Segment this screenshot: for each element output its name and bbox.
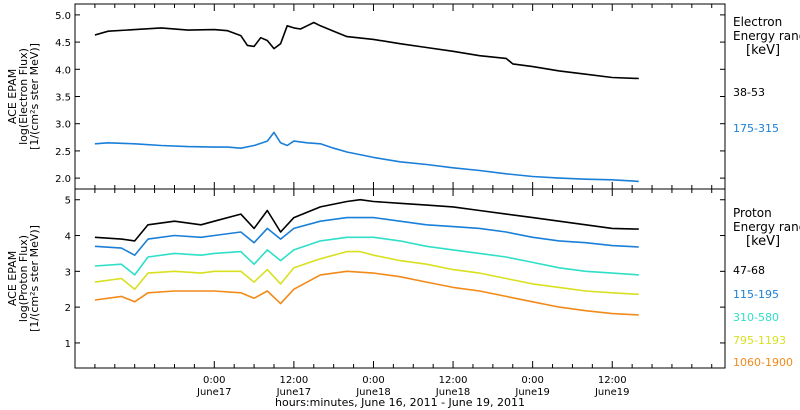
proton-ytick-label: 4 bbox=[65, 232, 71, 243]
electron-ytick-label: 4.5 bbox=[55, 38, 71, 49]
proton-series-310-580 bbox=[94, 236, 639, 276]
proton-legend-entries: 47-68 115-195 310-580 795-1193 1060-1900 bbox=[733, 264, 793, 369]
proton-legend-subtitle: Energy ranges bbox=[733, 220, 800, 234]
proton-series-47-68 bbox=[94, 198, 639, 242]
x-axis-tick-labels: 0:00June1712:00June170:00June1812:00June… bbox=[196, 375, 629, 398]
electron-series-lines bbox=[94, 21, 639, 183]
proton-legend-entry-115-195: 115-195 bbox=[733, 288, 779, 301]
electron-ylabel-line1: ACE EPAM bbox=[6, 69, 19, 124]
proton-panel: 1 2 3 4 5 ACE EPAM log(Proton Flux) [1/(cm²s… bbox=[6, 188, 800, 369]
electron-legend-entry-175-315: 175-315 bbox=[733, 122, 779, 135]
electron-ytick-label: 4.0 bbox=[55, 65, 71, 76]
x-tick-date-label: June17 bbox=[276, 387, 312, 398]
proton-ylabel-line1: ACE EPAM bbox=[6, 251, 19, 306]
electron-legend: Electron Energy ranges [keV] 38-53 175-31… bbox=[733, 15, 800, 135]
proton-legend-title: Proton bbox=[733, 206, 772, 220]
electron-ylabel-line3: [1/(cm²s ster MeV)] bbox=[28, 43, 41, 150]
x-axis-ticks bbox=[74, 4, 713, 368]
x-tick-time-label: 0:00 bbox=[362, 375, 384, 386]
electron-series-38-53 bbox=[94, 21, 639, 80]
proton-ytick-label: 5 bbox=[65, 196, 71, 207]
electron-legend-unit: [keV] bbox=[746, 43, 780, 58]
proton-y-ticks: 1 2 3 4 5 bbox=[65, 196, 725, 350]
x-tick-time-label: 0:00 bbox=[203, 375, 225, 386]
electron-legend-entry-38-53: 38-53 bbox=[733, 86, 765, 99]
electron-ytick-label: 5.0 bbox=[55, 11, 71, 22]
proton-series-795-1193 bbox=[94, 250, 639, 296]
electron-legend-entries: 38-53 175-315 bbox=[733, 86, 779, 135]
x-tick-date-label: June18 bbox=[355, 387, 391, 398]
electron-legend-subtitle: Energy ranges bbox=[733, 29, 800, 43]
electron-legend-title: Electron bbox=[733, 15, 782, 29]
proton-ytick-label: 3 bbox=[65, 267, 71, 278]
x-tick-date-label: June19 bbox=[594, 387, 630, 398]
proton-ylabel-line3: [1/(cm²s ster MeV)] bbox=[28, 225, 41, 332]
x-tick-date-label: June18 bbox=[435, 387, 471, 398]
x-axis-label: hours:minutes, June 16, 2011 - June 19, … bbox=[275, 396, 525, 409]
electron-ytick-label: 2.5 bbox=[55, 147, 71, 158]
x-tick-date-label: June17 bbox=[196, 387, 232, 398]
electron-panel: 2.0 2.5 3.0 3.5 4.0 4.5 5.0 ACE EPAM log(Elect… bbox=[6, 3, 800, 190]
electron-ytick-label: 3.5 bbox=[55, 93, 71, 104]
proton-legend-entry-310-580: 310-580 bbox=[733, 311, 779, 324]
proton-legend-entry-1060-1900: 1060-1900 bbox=[733, 356, 793, 369]
proton-legend-unit: [keV] bbox=[746, 234, 780, 249]
proton-series-lines bbox=[94, 198, 639, 316]
electron-ytick-label: 3.0 bbox=[55, 120, 71, 131]
proton-legend-entry-795-1193: 795-1193 bbox=[733, 334, 786, 347]
proton-plot-frame bbox=[74, 188, 726, 369]
proton-ytick-label: 1 bbox=[65, 339, 71, 350]
x-tick-time-label: 0:00 bbox=[521, 375, 543, 386]
electron-ytick-label: 2.0 bbox=[55, 174, 71, 185]
proton-legend-entry-47-68: 47-68 bbox=[733, 264, 765, 277]
x-tick-time-label: 12:00 bbox=[598, 375, 627, 386]
proton-ytick-label: 2 bbox=[65, 303, 71, 314]
x-tick-date-label: June19 bbox=[514, 387, 550, 398]
proton-series-115-195 bbox=[94, 216, 639, 256]
electron-y-ticks: 2.0 2.5 3.0 3.5 4.0 4.5 5.0 bbox=[55, 11, 725, 185]
x-tick-time-label: 12:00 bbox=[439, 375, 468, 386]
x-tick-time-label: 12:00 bbox=[279, 375, 308, 386]
proton-ylabel-line2: log(Proton Flux) bbox=[17, 235, 30, 322]
proton-legend: Proton Energy ranges [keV] 47-68 115-195 3… bbox=[733, 206, 800, 369]
electron-series-175-315 bbox=[94, 131, 639, 183]
electron-ylabel-line2: log(Electron Flux) bbox=[17, 48, 30, 145]
proton-series-1060-1900 bbox=[94, 270, 639, 316]
